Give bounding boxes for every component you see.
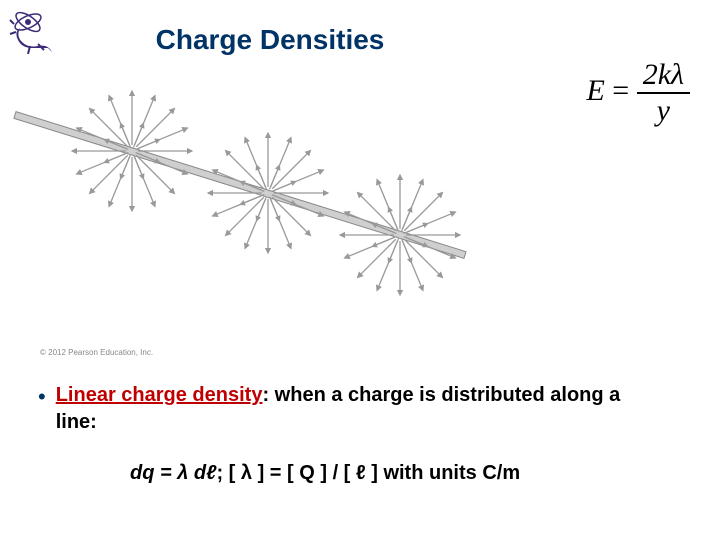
equation-num: 2kλ	[637, 58, 690, 94]
title-text: Charge Densities	[156, 24, 385, 55]
bullet-term: Linear charge density	[56, 384, 263, 406]
equation-e-field: E = 2kλy	[586, 58, 690, 128]
bullet-marker: •	[38, 384, 46, 409]
equation-lhs: E	[586, 74, 604, 107]
formula-line: dq = λ dℓ; [ λ ] = [ Q ] / [ ℓ ] with un…	[130, 462, 520, 485]
field-diagram	[0, 55, 480, 355]
formula-sep: ;	[216, 462, 228, 484]
formula-dims: [ λ ] = [ Q ] / [ ℓ ]	[229, 462, 378, 484]
formula-tail: with units C/m	[378, 462, 520, 484]
copyright-text: © 2012 Pearson Education, Inc.	[40, 348, 153, 357]
formula-dq: dq = λ dℓ	[130, 462, 216, 484]
equation-eq: =	[605, 74, 637, 107]
bullet-linear-density: •Linear charge density: when a charge is…	[38, 382, 682, 436]
equation-den: y	[637, 94, 690, 128]
page-title: Charge Densities	[0, 24, 720, 56]
